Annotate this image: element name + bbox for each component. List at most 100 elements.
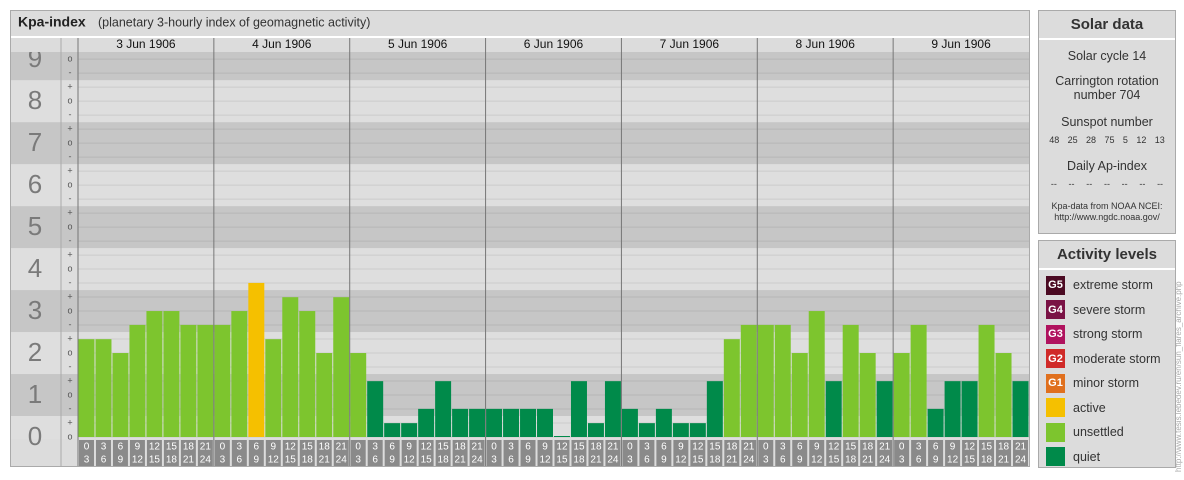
sublevel-label: o <box>67 221 72 231</box>
hour-from: 15 <box>845 442 857 453</box>
legend-entry: G2 moderate storm <box>1039 347 1175 372</box>
ap-value: -- <box>1121 179 1128 189</box>
hour-from: 3 <box>101 442 107 453</box>
bar <box>554 436 570 437</box>
chart-subtitle: (planetary 3-hourly index of geomagnetic… <box>98 15 370 29</box>
hour-to: 18 <box>845 455 857 466</box>
legend-label: moderate storm <box>1073 351 1161 366</box>
legend-swatch: G4 <box>1046 300 1065 320</box>
legend-entry: active <box>1039 396 1175 421</box>
bar <box>486 408 503 437</box>
hour-from: 12 <box>149 442 161 453</box>
hour-box <box>996 440 1012 466</box>
hour-from: 6 <box>118 442 124 453</box>
hour-to: 3 <box>627 455 633 466</box>
bar <box>876 381 893 437</box>
y-tick-label: 8 <box>28 85 42 115</box>
y-tick-label: 4 <box>28 253 42 283</box>
bar <box>978 324 995 437</box>
level-band <box>11 164 1029 207</box>
hour-to: 9 <box>933 455 939 466</box>
bar <box>333 297 350 437</box>
solar-data-panel: Solar data Solar cycle 14 Carrington rot… <box>1038 10 1176 234</box>
activity-list: G5 extreme storm G4 severe storm G3 strong st… <box>1039 270 1175 469</box>
legend-label: unsettled <box>1073 425 1124 440</box>
hour-to: 15 <box>828 455 840 466</box>
hour-box <box>503 440 519 466</box>
bar <box>129 324 146 437</box>
bar <box>350 353 367 437</box>
hour-from: 18 <box>319 442 331 453</box>
hour-to: 15 <box>964 455 976 466</box>
legend-badge: G1 <box>1048 377 1063 390</box>
chart-title: Kpa-index <box>18 14 86 30</box>
sublevel-label: + <box>67 333 72 343</box>
bar <box>995 353 1012 437</box>
bar <box>418 408 435 437</box>
sublevel-label: - <box>69 68 72 78</box>
hour-box <box>197 440 213 466</box>
hour-from: 21 <box>336 442 348 453</box>
hour-box <box>1013 440 1028 466</box>
level-band <box>11 52 1029 81</box>
hour-to: 6 <box>644 455 650 466</box>
sublevel-label: - <box>69 319 72 329</box>
hour-from: 6 <box>797 442 803 453</box>
bar <box>282 297 299 437</box>
hour-from: 0 <box>220 442 226 453</box>
hour-box <box>435 440 451 466</box>
hour-from: 15 <box>438 442 450 453</box>
y-tick-label: 2 <box>28 337 42 367</box>
level-band <box>11 248 1029 291</box>
plot: 0 + o 1 + o - 2 + o - 3 + o - 4 + o - 5 + o - 6 + o - 7 + o - 8 + o - 9 o - 3 … <box>11 37 1029 466</box>
sunspot-value: 48 <box>1049 135 1060 145</box>
hour-from: 0 <box>491 442 497 453</box>
sublevel-label: + <box>67 291 72 301</box>
hour-box <box>690 440 706 466</box>
hour-box <box>877 440 893 466</box>
bar <box>689 423 706 437</box>
bar <box>757 324 774 437</box>
hour-from: 3 <box>372 442 378 453</box>
hour-box <box>180 440 196 466</box>
hour-from: 3 <box>780 442 786 453</box>
legend-entry: G1 minor storm <box>1039 371 1175 396</box>
ap-value: -- <box>1139 179 1146 189</box>
hour-box <box>79 440 94 466</box>
hour-from: 6 <box>933 442 939 453</box>
bar <box>163 311 180 437</box>
hour-to: 24 <box>743 455 755 466</box>
hour-to: 9 <box>797 455 803 466</box>
bar <box>520 408 537 437</box>
bar <box>621 408 638 437</box>
hour-to: 24 <box>336 455 348 466</box>
hour-from: 21 <box>879 442 891 453</box>
sublevel-label: - <box>69 361 72 371</box>
hour-box <box>469 440 485 466</box>
sublevel-label: o <box>67 95 72 105</box>
hour-box <box>979 440 995 466</box>
hour-to: 21 <box>862 455 874 466</box>
hour-to: 15 <box>556 455 568 466</box>
hour-to: 12 <box>947 455 959 466</box>
hour-box <box>775 440 791 466</box>
hour-from: 12 <box>421 442 433 453</box>
sublevel-label: - <box>69 193 72 203</box>
hour-box <box>843 440 859 466</box>
bar <box>265 339 282 437</box>
hour-to: 18 <box>573 455 585 466</box>
sublevel-label: - <box>69 277 72 287</box>
day-label: 6 Jun 1906 <box>524 37 584 51</box>
bar <box>842 324 859 437</box>
hour-box <box>537 440 553 466</box>
hour-to: 15 <box>285 455 297 466</box>
source: Kpa-data from NOAA NCEI: <box>1051 201 1163 211</box>
hour-from: 18 <box>726 442 738 453</box>
sublevel-label: o <box>67 389 72 399</box>
hour-box <box>639 440 655 466</box>
hour-to: 21 <box>998 455 1010 466</box>
y-tick-label: 6 <box>28 169 42 199</box>
sublevel-label: + <box>67 82 72 92</box>
hour-box <box>758 440 774 466</box>
legend-entry: G4 severe storm <box>1039 298 1175 323</box>
